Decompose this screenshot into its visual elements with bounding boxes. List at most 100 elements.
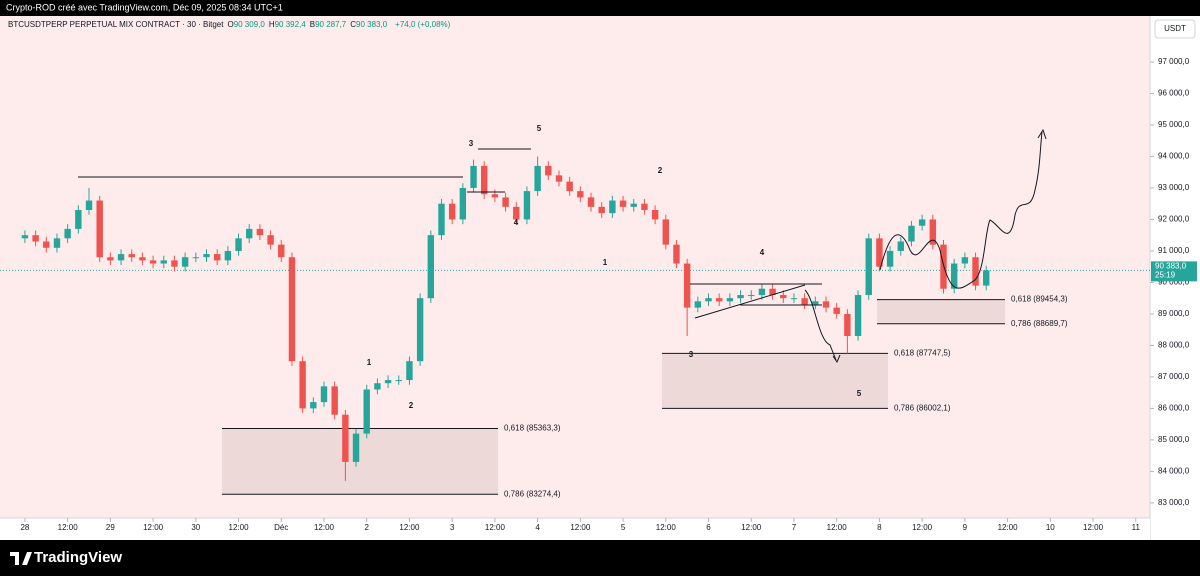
candle-body	[972, 257, 979, 286]
fib-zone	[877, 299, 1005, 324]
x-tick-label: 12:00	[1083, 523, 1104, 532]
candle-body	[780, 295, 787, 299]
candle-body	[587, 197, 595, 207]
fib-label: 0,786 (86002,1)	[894, 403, 951, 412]
x-tick-label: 12:00	[229, 523, 250, 532]
candle-body	[374, 383, 381, 390]
y-tick-label: 93 000,0	[1158, 183, 1190, 192]
candle-body	[427, 235, 435, 299]
ohlc-key: H	[268, 20, 275, 29]
candle-body	[85, 200, 93, 210]
x-tick-label: 12:00	[399, 523, 420, 532]
arrow-head	[1037, 128, 1047, 140]
x-tick-label: 29	[106, 523, 115, 532]
x-tick-label: 9	[963, 523, 968, 532]
y-tick-label: 92 000,0	[1158, 215, 1190, 224]
last-price-box	[1151, 261, 1197, 282]
candle-body	[96, 200, 103, 258]
candle-body	[331, 386, 338, 415]
top-bar-text: Crypto-ROD créé avec TradingView.com, Dé…	[6, 2, 283, 12]
y-tick-label: 86 000,0	[1158, 404, 1190, 413]
candle-body	[192, 257, 200, 259]
candle-body	[566, 181, 573, 192]
candle-body	[481, 165, 488, 195]
x-tick-label: 12:00	[741, 523, 762, 532]
y-tick-label: 89 000,0	[1158, 309, 1190, 318]
x-tick-label: 11	[1132, 523, 1141, 532]
x-tick-label: 6	[706, 523, 711, 532]
candle-body	[886, 250, 894, 267]
candle-body	[75, 209, 82, 229]
candle-body	[619, 200, 627, 207]
candle-body	[854, 295, 862, 336]
candle-body	[288, 257, 296, 362]
fib-label: 0,786 (88689,7)	[1011, 319, 1068, 328]
last-price-label: 90 383,0	[1155, 261, 1187, 270]
candle-body	[673, 244, 680, 264]
candle-body	[726, 298, 734, 302]
candle-body	[748, 295, 755, 297]
ohlc-value: 90 392,4	[274, 20, 306, 29]
fib-label: 0,618 (85363,3)	[504, 424, 561, 433]
trend-line	[694, 284, 806, 319]
candle-body	[705, 298, 712, 302]
candle-body	[363, 389, 370, 434]
x-tick-label: 8	[877, 523, 882, 532]
candle-body	[32, 235, 39, 242]
y-tick-label: 87 000,0	[1158, 372, 1190, 381]
candle-body	[256, 228, 264, 236]
candle-body	[929, 219, 937, 245]
symbol: BTCUSDTPERP PERPETUAL MIX CONTRACT · 30 …	[8, 20, 224, 29]
fib-zone	[222, 428, 498, 495]
arrow-head	[832, 354, 841, 364]
plot-area	[0, 16, 1150, 518]
candle-body	[662, 219, 669, 245]
candle-body	[801, 298, 808, 305]
candle-body	[908, 225, 915, 242]
wave-label: 4	[514, 218, 519, 227]
y-tick-label: 90 000,0	[1158, 278, 1190, 287]
footer-text: TradingView	[34, 549, 122, 566]
time-axis	[0, 518, 1150, 540]
top-bar	[0, 0, 1200, 16]
fib-label: 0,786 (83274,4)	[504, 489, 561, 498]
candle-body	[438, 203, 445, 236]
projection-path	[804, 289, 837, 361]
y-tick-label: 95 000,0	[1158, 120, 1190, 129]
candle-body	[299, 361, 306, 409]
candle-body	[107, 257, 114, 261]
ohlc-value: 90 309,0	[233, 20, 265, 29]
currency: USDT	[1164, 24, 1186, 33]
ohlc-key: C	[350, 20, 357, 29]
candle-body	[128, 254, 135, 258]
x-tick-label: 12:00	[998, 523, 1019, 532]
wave-label: 1	[603, 258, 608, 267]
candle-body	[694, 301, 702, 308]
currency-box	[1154, 19, 1196, 39]
y-tick-label: 94 000,0	[1158, 152, 1190, 161]
footer	[0, 540, 1200, 576]
ohlc-value: 90 383,0	[356, 20, 388, 29]
candle-body	[352, 433, 360, 462]
x-tick-label: 12:00	[58, 523, 79, 532]
candle-body	[491, 194, 499, 198]
candle-body	[513, 206, 520, 220]
wave-label: 3	[689, 350, 694, 359]
candle-body	[523, 191, 531, 220]
candle-body	[833, 307, 840, 314]
x-tick-label: 5	[621, 523, 626, 532]
y-tick-label: 83 000,0	[1158, 498, 1190, 507]
wave-label: 2	[658, 166, 663, 175]
candle-body	[790, 298, 798, 300]
candle-body	[416, 298, 424, 362]
candle-body	[651, 209, 659, 220]
x-tick-label: 10	[1046, 523, 1055, 532]
x-tick-label: 12:00	[656, 523, 677, 532]
y-tick-label: 97 000,0	[1158, 57, 1190, 66]
candle-body	[53, 238, 61, 248]
candle-body	[758, 288, 766, 296]
legend-header: BTCUSDTPERP PERPETUAL MIX CONTRACT · 30 …	[8, 20, 450, 29]
candle-body	[502, 197, 509, 207]
candle-body	[203, 254, 210, 258]
change: +74,0 (+0,08%)	[395, 20, 451, 29]
